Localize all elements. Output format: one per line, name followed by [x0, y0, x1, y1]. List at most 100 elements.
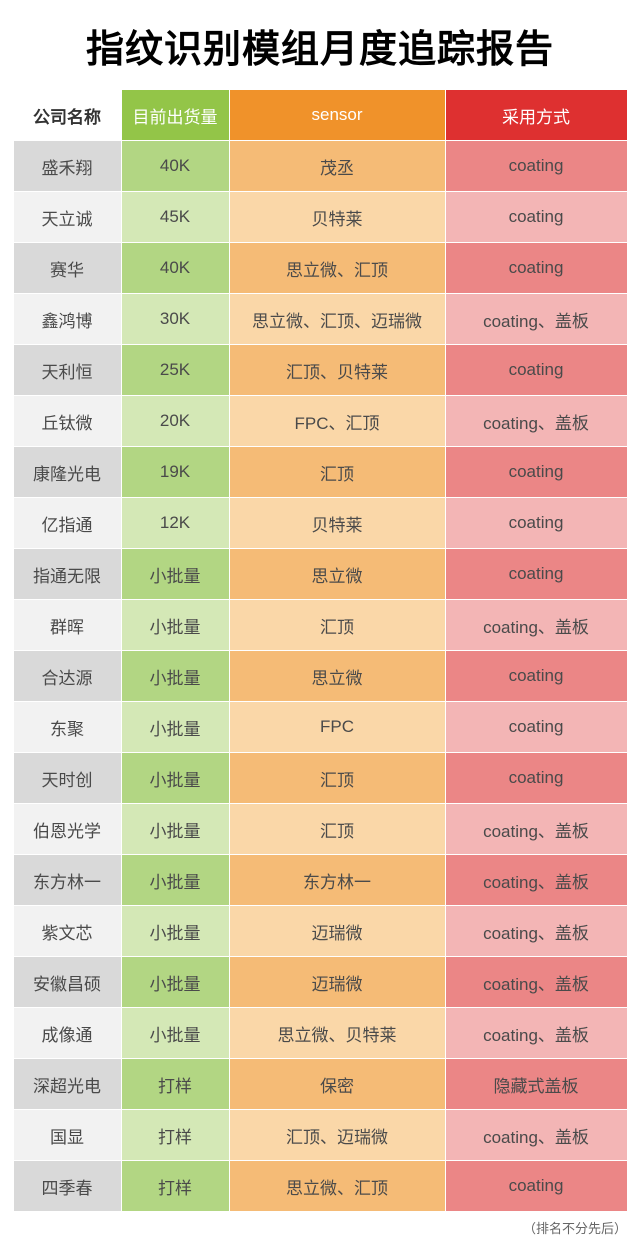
table-cell: 天时创 — [13, 753, 121, 804]
table-row: 合达源小批量思立微coating — [13, 651, 627, 702]
table-cell: 思立微 — [229, 549, 445, 600]
table-cell: 小批量 — [121, 753, 229, 804]
table-cell: 思立微 — [229, 651, 445, 702]
table-row: 亿指通12K贝特莱coating — [13, 498, 627, 549]
table-cell: coating — [445, 345, 627, 396]
table-cell: 25K — [121, 345, 229, 396]
table-cell: FPC — [229, 702, 445, 753]
table-row: 天利恒25K汇顶、贝特莱coating — [13, 345, 627, 396]
table-row: 安徽昌硕小批量迈瑞微coating、盖板 — [13, 957, 627, 1008]
table-cell: 指通无限 — [13, 549, 121, 600]
table-cell: coating、盖板 — [445, 600, 627, 651]
table-cell: 思立微、汇顶、迈瑞微 — [229, 294, 445, 345]
table-row: 成像通小批量思立微、贝特莱coating、盖板 — [13, 1008, 627, 1059]
table-cell: coating、盖板 — [445, 396, 627, 447]
table-cell: coating — [445, 498, 627, 549]
table-cell: 小批量 — [121, 1008, 229, 1059]
table-row: 天立诚45K贝特莱coating — [13, 192, 627, 243]
table-cell: 思立微、汇顶 — [229, 243, 445, 294]
table-cell: 紫文芯 — [13, 906, 121, 957]
table-cell: 迈瑞微 — [229, 957, 445, 1008]
table-row: 指通无限小批量思立微coating — [13, 549, 627, 600]
tracking-table: 公司名称 目前出货量 sensor 采用方式 盛禾翔40K茂丞coating天立… — [13, 89, 628, 1212]
table-cell: coating — [445, 549, 627, 600]
table-row: 紫文芯小批量迈瑞微coating、盖板 — [13, 906, 627, 957]
table-cell: coating、盖板 — [445, 804, 627, 855]
table-cell: 鑫鸿博 — [13, 294, 121, 345]
table-cell: 40K — [121, 243, 229, 294]
table-cell: coating、盖板 — [445, 294, 627, 345]
table-cell: 汇顶 — [229, 600, 445, 651]
table-row: 赛华40K思立微、汇顶coating — [13, 243, 627, 294]
table-cell: coating — [445, 141, 627, 192]
table-row: 鑫鸿博30K思立微、汇顶、迈瑞微coating、盖板 — [13, 294, 627, 345]
table-row: 盛禾翔40K茂丞coating — [13, 141, 627, 192]
table-cell: coating、盖板 — [445, 1110, 627, 1161]
table-cell: coating、盖板 — [445, 906, 627, 957]
table-cell: 20K — [121, 396, 229, 447]
col-header-company: 公司名称 — [13, 90, 121, 141]
table-row: 康隆光电19K汇顶coating — [13, 447, 627, 498]
table-cell: 伯恩光学 — [13, 804, 121, 855]
table-cell: 小批量 — [121, 702, 229, 753]
table-cell: 打样 — [121, 1059, 229, 1110]
table-cell: coating — [445, 243, 627, 294]
table-cell: 汇顶、迈瑞微 — [229, 1110, 445, 1161]
table-cell: 茂丞 — [229, 141, 445, 192]
table-cell: FPC、汇顶 — [229, 396, 445, 447]
table-cell: coating、盖板 — [445, 957, 627, 1008]
table-cell: 小批量 — [121, 600, 229, 651]
table-cell: 打样 — [121, 1161, 229, 1212]
col-header-sensor: sensor — [229, 90, 445, 141]
table-cell: 赛华 — [13, 243, 121, 294]
table-cell: 汇顶 — [229, 447, 445, 498]
table-cell: coating — [445, 651, 627, 702]
table-cell: 保密 — [229, 1059, 445, 1110]
table-cell: 东聚 — [13, 702, 121, 753]
table-cell: 30K — [121, 294, 229, 345]
table-cell: 合达源 — [13, 651, 121, 702]
table-cell: 群晖 — [13, 600, 121, 651]
table-cell: coating — [445, 192, 627, 243]
table-cell: 小批量 — [121, 651, 229, 702]
table-header-row: 公司名称 目前出货量 sensor 采用方式 — [13, 90, 627, 141]
table-cell: coating、盖板 — [445, 1008, 627, 1059]
table-cell: 打样 — [121, 1110, 229, 1161]
table-cell: 四季春 — [13, 1161, 121, 1212]
col-header-method: 采用方式 — [445, 90, 627, 141]
table-cell: 汇顶、贝特莱 — [229, 345, 445, 396]
table-cell: 汇顶 — [229, 804, 445, 855]
table-cell: 天利恒 — [13, 345, 121, 396]
table-row: 丘钛微20KFPC、汇顶coating、盖板 — [13, 396, 627, 447]
table-cell: 安徽昌硕 — [13, 957, 121, 1008]
table-cell: 小批量 — [121, 855, 229, 906]
table-cell: 思立微、贝特莱 — [229, 1008, 445, 1059]
table-cell: 12K — [121, 498, 229, 549]
table-cell: 汇顶 — [229, 753, 445, 804]
table-cell: 隐藏式盖板 — [445, 1059, 627, 1110]
table-cell: 思立微、汇顶 — [229, 1161, 445, 1212]
table-row: 深超光电打样保密隐藏式盖板 — [13, 1059, 627, 1110]
table-row: 伯恩光学小批量汇顶coating、盖板 — [13, 804, 627, 855]
table-cell: 小批量 — [121, 804, 229, 855]
table-cell: 丘钛微 — [13, 396, 121, 447]
table-cell: 小批量 — [121, 549, 229, 600]
table-cell: 东方林一 — [229, 855, 445, 906]
table-row: 群晖小批量汇顶coating、盖板 — [13, 600, 627, 651]
table-cell: 亿指通 — [13, 498, 121, 549]
col-header-shipment: 目前出货量 — [121, 90, 229, 141]
table-cell: 迈瑞微 — [229, 906, 445, 957]
table-cell: 盛禾翔 — [13, 141, 121, 192]
table-row: 东聚小批量FPCcoating — [13, 702, 627, 753]
table-cell: 深超光电 — [13, 1059, 121, 1110]
table-row: 东方林一小批量东方林一coating、盖板 — [13, 855, 627, 906]
table-cell: 小批量 — [121, 957, 229, 1008]
table-cell: 40K — [121, 141, 229, 192]
table-cell: 小批量 — [121, 906, 229, 957]
table-row: 国显打样汇顶、迈瑞微coating、盖板 — [13, 1110, 627, 1161]
table-cell: 贝特莱 — [229, 498, 445, 549]
table-cell: coating — [445, 447, 627, 498]
footnote: （排名不分先后） — [13, 1218, 627, 1237]
table-cell: coating — [445, 1161, 627, 1212]
table-cell: 贝特莱 — [229, 192, 445, 243]
